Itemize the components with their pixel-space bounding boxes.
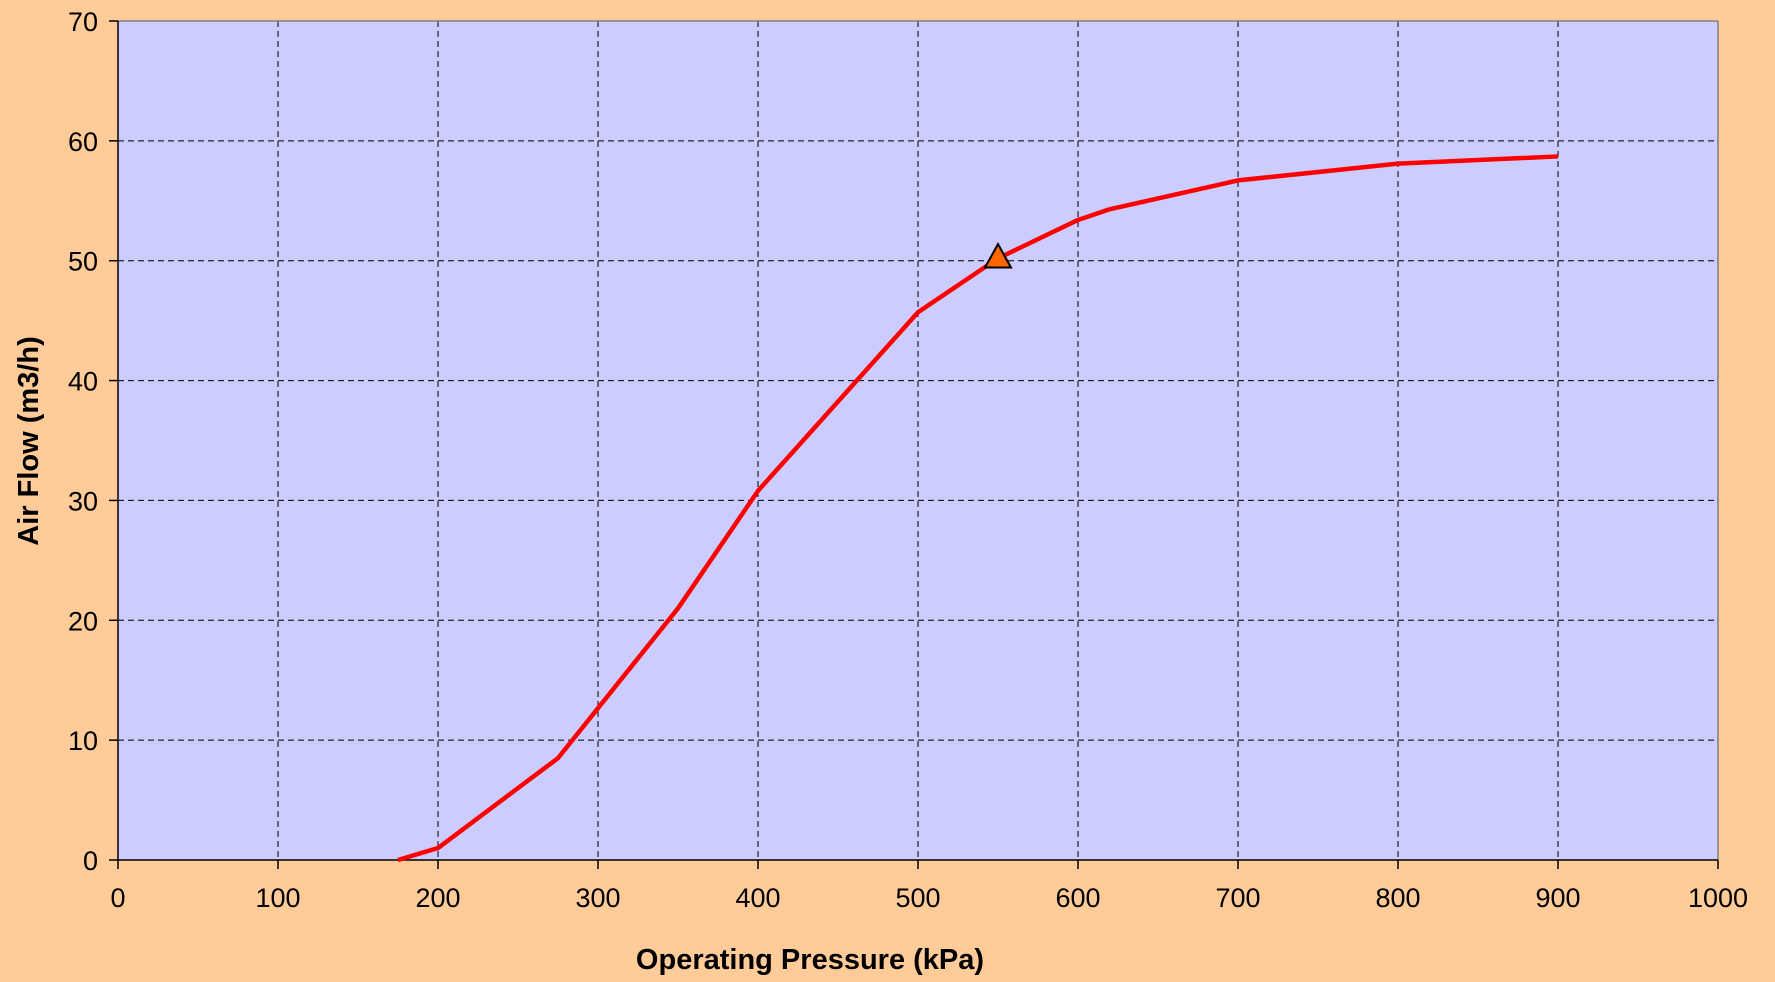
x-tick-label: 200 — [415, 883, 460, 913]
x-tick-label: 700 — [1215, 883, 1260, 913]
x-tick-label: 800 — [1375, 883, 1420, 913]
y-tick-label: 20 — [68, 606, 98, 636]
triangle-marker — [983, 242, 1013, 269]
x-tick-label: 500 — [895, 883, 940, 913]
axes — [109, 20, 1719, 869]
y-tick-label: 70 — [68, 7, 98, 37]
x-tick-label: 900 — [1535, 883, 1580, 913]
x-tick-label: 600 — [1055, 883, 1100, 913]
x-tick-label: 400 — [735, 883, 780, 913]
x-tick-labels: 0 100 200 300 400 500 600 700 800 900 1000 — [110, 883, 1748, 913]
y-axis-title: Air Flow (m3/h) — [13, 336, 45, 545]
x-tick-label: 100 — [255, 883, 300, 913]
x-tick-label: 1000 — [1688, 883, 1748, 913]
y-tick-label: 10 — [68, 726, 98, 756]
series-line — [397, 154, 1559, 863]
x-tick-label: 300 — [575, 883, 620, 913]
x-axis-title: Operating Pressure (kPa) — [636, 944, 984, 976]
y-tick-label: 0 — [83, 846, 98, 876]
series-group — [397, 154, 1559, 863]
x-tick-label: 0 — [110, 883, 125, 913]
y-tick-label: 60 — [68, 127, 98, 157]
y-tick-label: 50 — [68, 247, 98, 277]
y-tick-labels: 0 10 20 30 40 50 60 70 — [68, 7, 98, 876]
y-tick-label: 40 — [68, 367, 98, 397]
y-tick-label: 30 — [68, 486, 98, 516]
grid-lines — [118, 21, 1718, 860]
